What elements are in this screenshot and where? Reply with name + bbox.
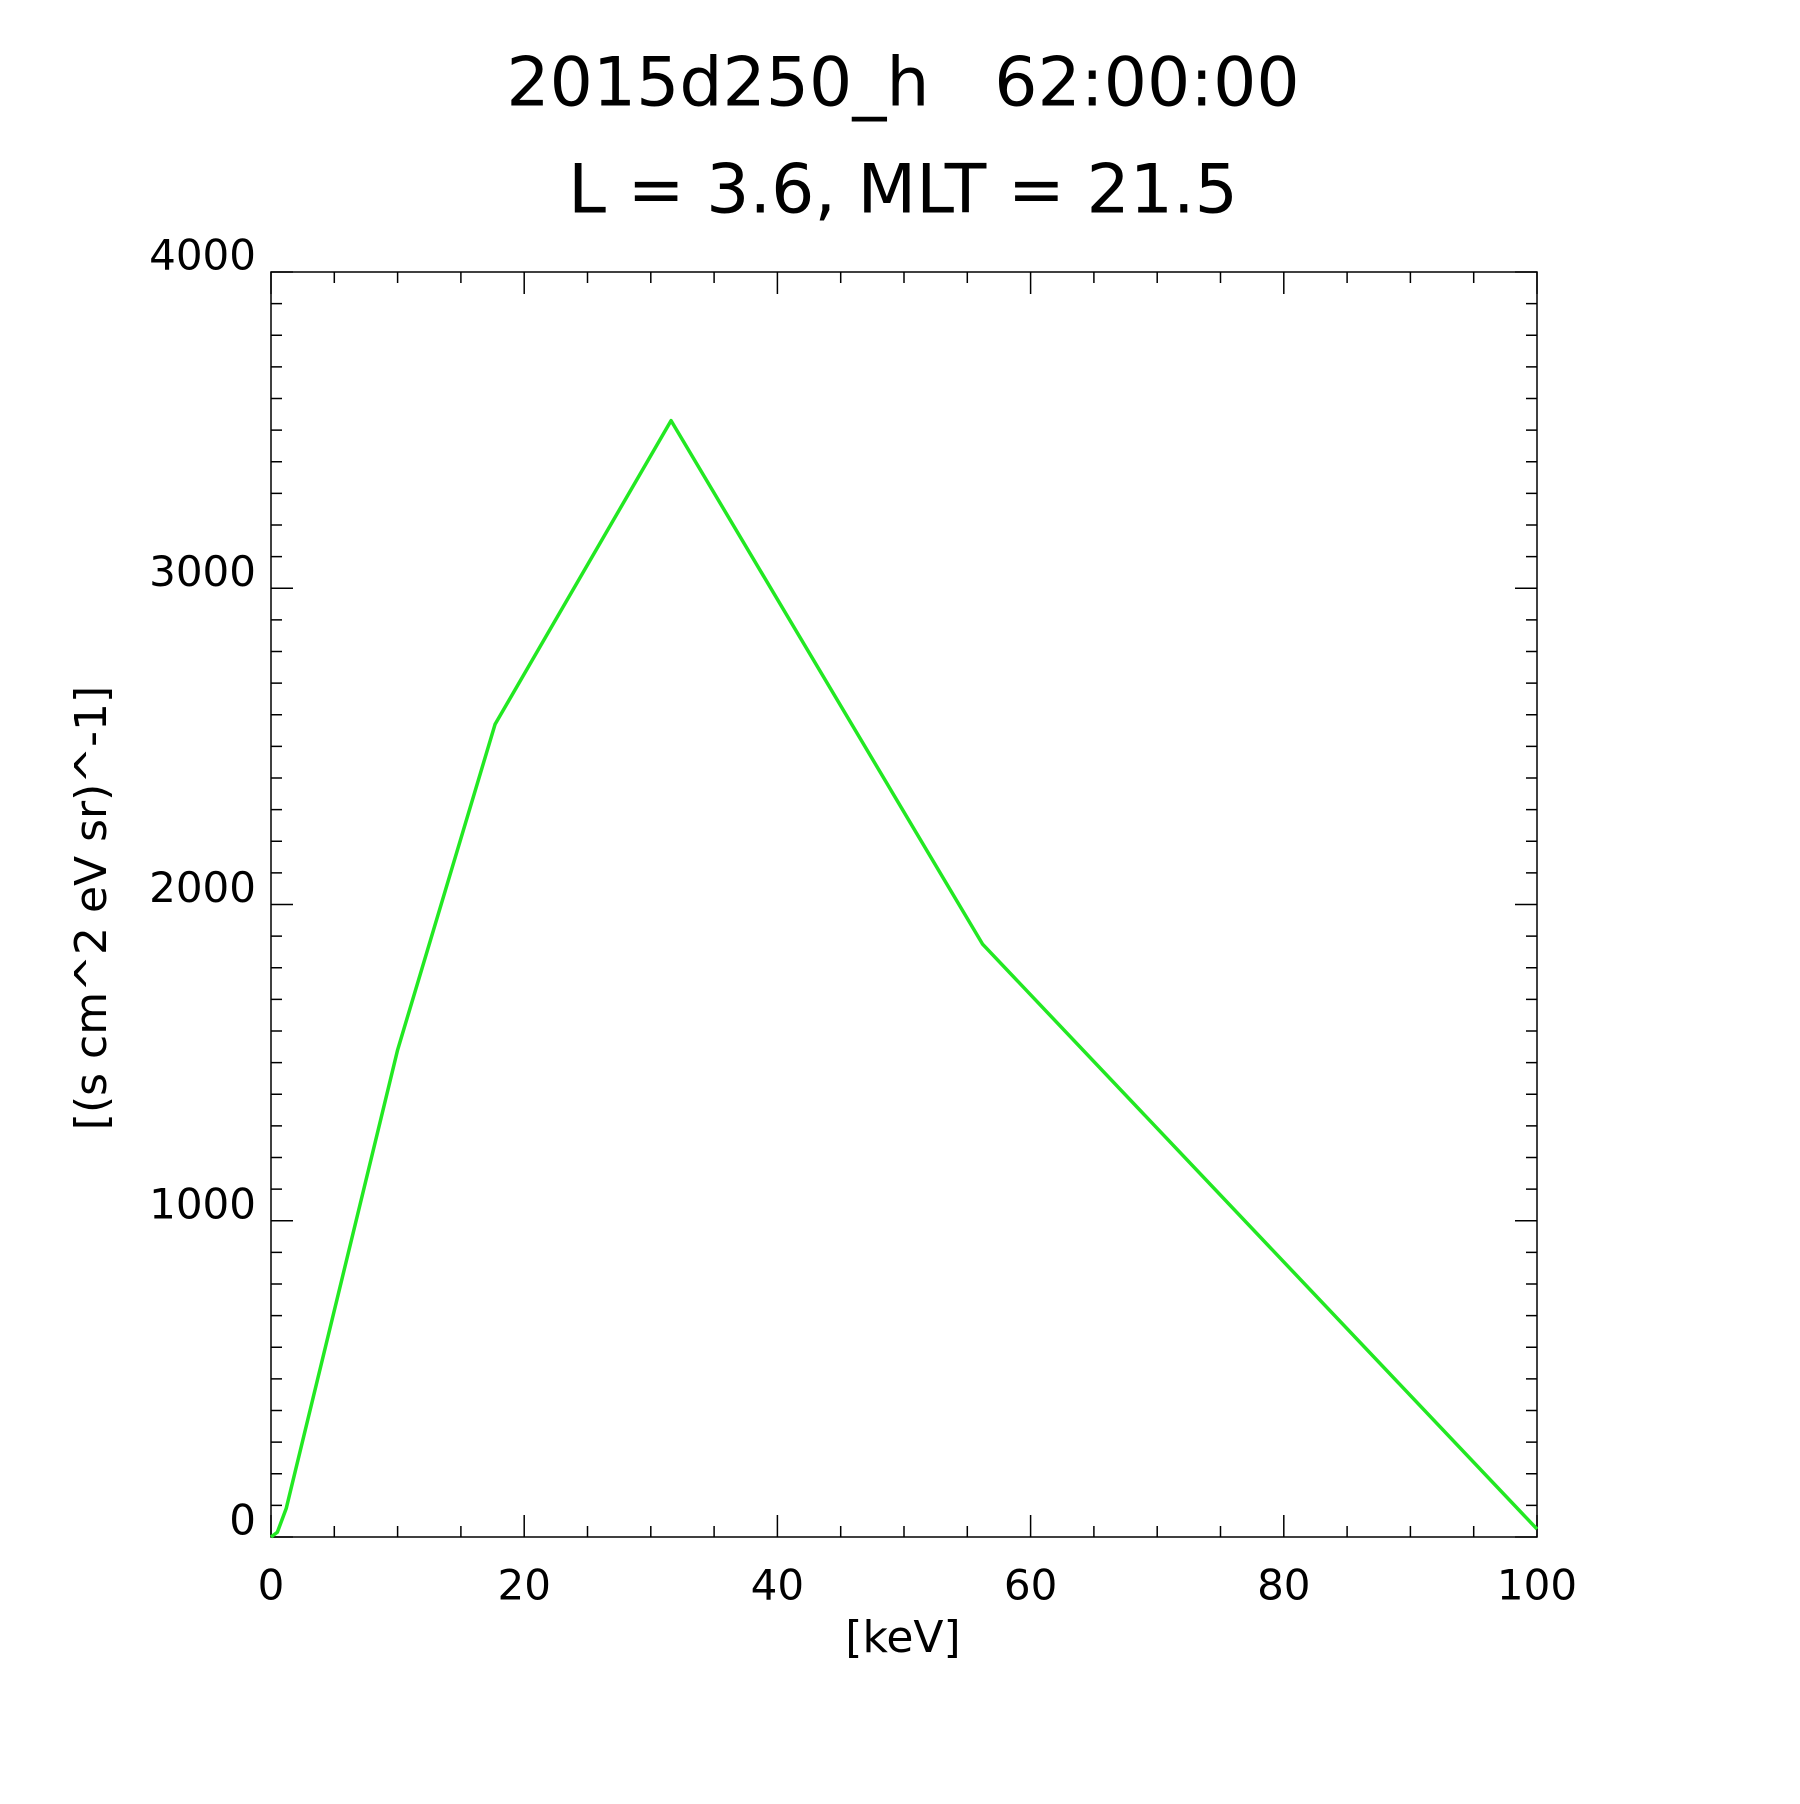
x-axis-label: [keV] (845, 1612, 960, 1663)
y-tick-label: 1000 (149, 1179, 256, 1228)
y-tick-label: 2000 (149, 863, 256, 912)
y-tick-label: 4000 (149, 231, 256, 280)
x-tick-label: 100 (1497, 1561, 1577, 1610)
y-axis-label: [(s cm^2 eV sr)^-1] (66, 686, 117, 1130)
data-line (269, 418, 1539, 1539)
chart-title: 2015d250_h 62:00:00 (506, 44, 1299, 123)
x-tick-label: 40 (751, 1561, 804, 1610)
chart-subtitle: L = 3.6, MLT = 21.5 (568, 151, 1238, 230)
y-tick-label: 0 (229, 1496, 256, 1545)
y-tick-label: 3000 (149, 547, 256, 596)
x-tick-label: 80 (1257, 1561, 1310, 1610)
x-tick-label: 20 (497, 1561, 550, 1610)
x-tick-label: 0 (258, 1561, 285, 1610)
x-tick-label: 60 (1004, 1561, 1057, 1610)
